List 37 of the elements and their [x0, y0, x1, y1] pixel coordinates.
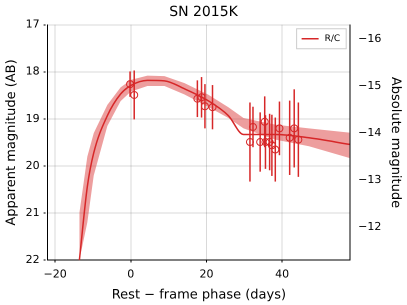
point [200, 102, 209, 110]
y2-tick-label: −16 [358, 32, 382, 45]
x-tick-label: 0 [127, 268, 134, 281]
y2-tick-label: −14 [358, 126, 382, 139]
point [248, 122, 257, 131]
legend-label: R/C [324, 34, 340, 44]
point [208, 103, 217, 112]
point [261, 138, 270, 146]
y-tick-label: 21 [26, 206, 40, 219]
y2-tick-label: −13 [358, 173, 382, 186]
point [271, 146, 280, 154]
point [260, 118, 269, 126]
point [266, 138, 274, 146]
y-axis-title: Apparent magnitude (AB) [4, 59, 20, 226]
point [126, 80, 134, 88]
chart-title: SN 2015K [169, 4, 239, 20]
y-tick-label: 18 [26, 64, 40, 78]
point [294, 136, 302, 144]
x-axis-title: Rest − frame phase (days) [112, 288, 286, 303]
y-tick-label: 17 [26, 18, 40, 31]
y2-tick-label: −15 [358, 78, 382, 92]
y-tick-label: 22 [26, 253, 40, 266]
y-tick-label: 20 [26, 158, 40, 172]
y2-axis-title: Absolute magnitude [388, 76, 403, 208]
point [268, 141, 276, 150]
point [290, 124, 298, 132]
x-tick-label: 20 [199, 268, 214, 281]
point [286, 134, 294, 142]
point [256, 138, 264, 146]
point [246, 138, 254, 146]
point [130, 90, 138, 99]
y-tick-label: 19 [26, 112, 40, 125]
point [193, 94, 202, 103]
y2-tick-label: −12 [358, 220, 382, 234]
x-tick-label: −20 [44, 268, 67, 281]
x-tick-label: 40 [275, 268, 290, 281]
point [275, 124, 284, 132]
